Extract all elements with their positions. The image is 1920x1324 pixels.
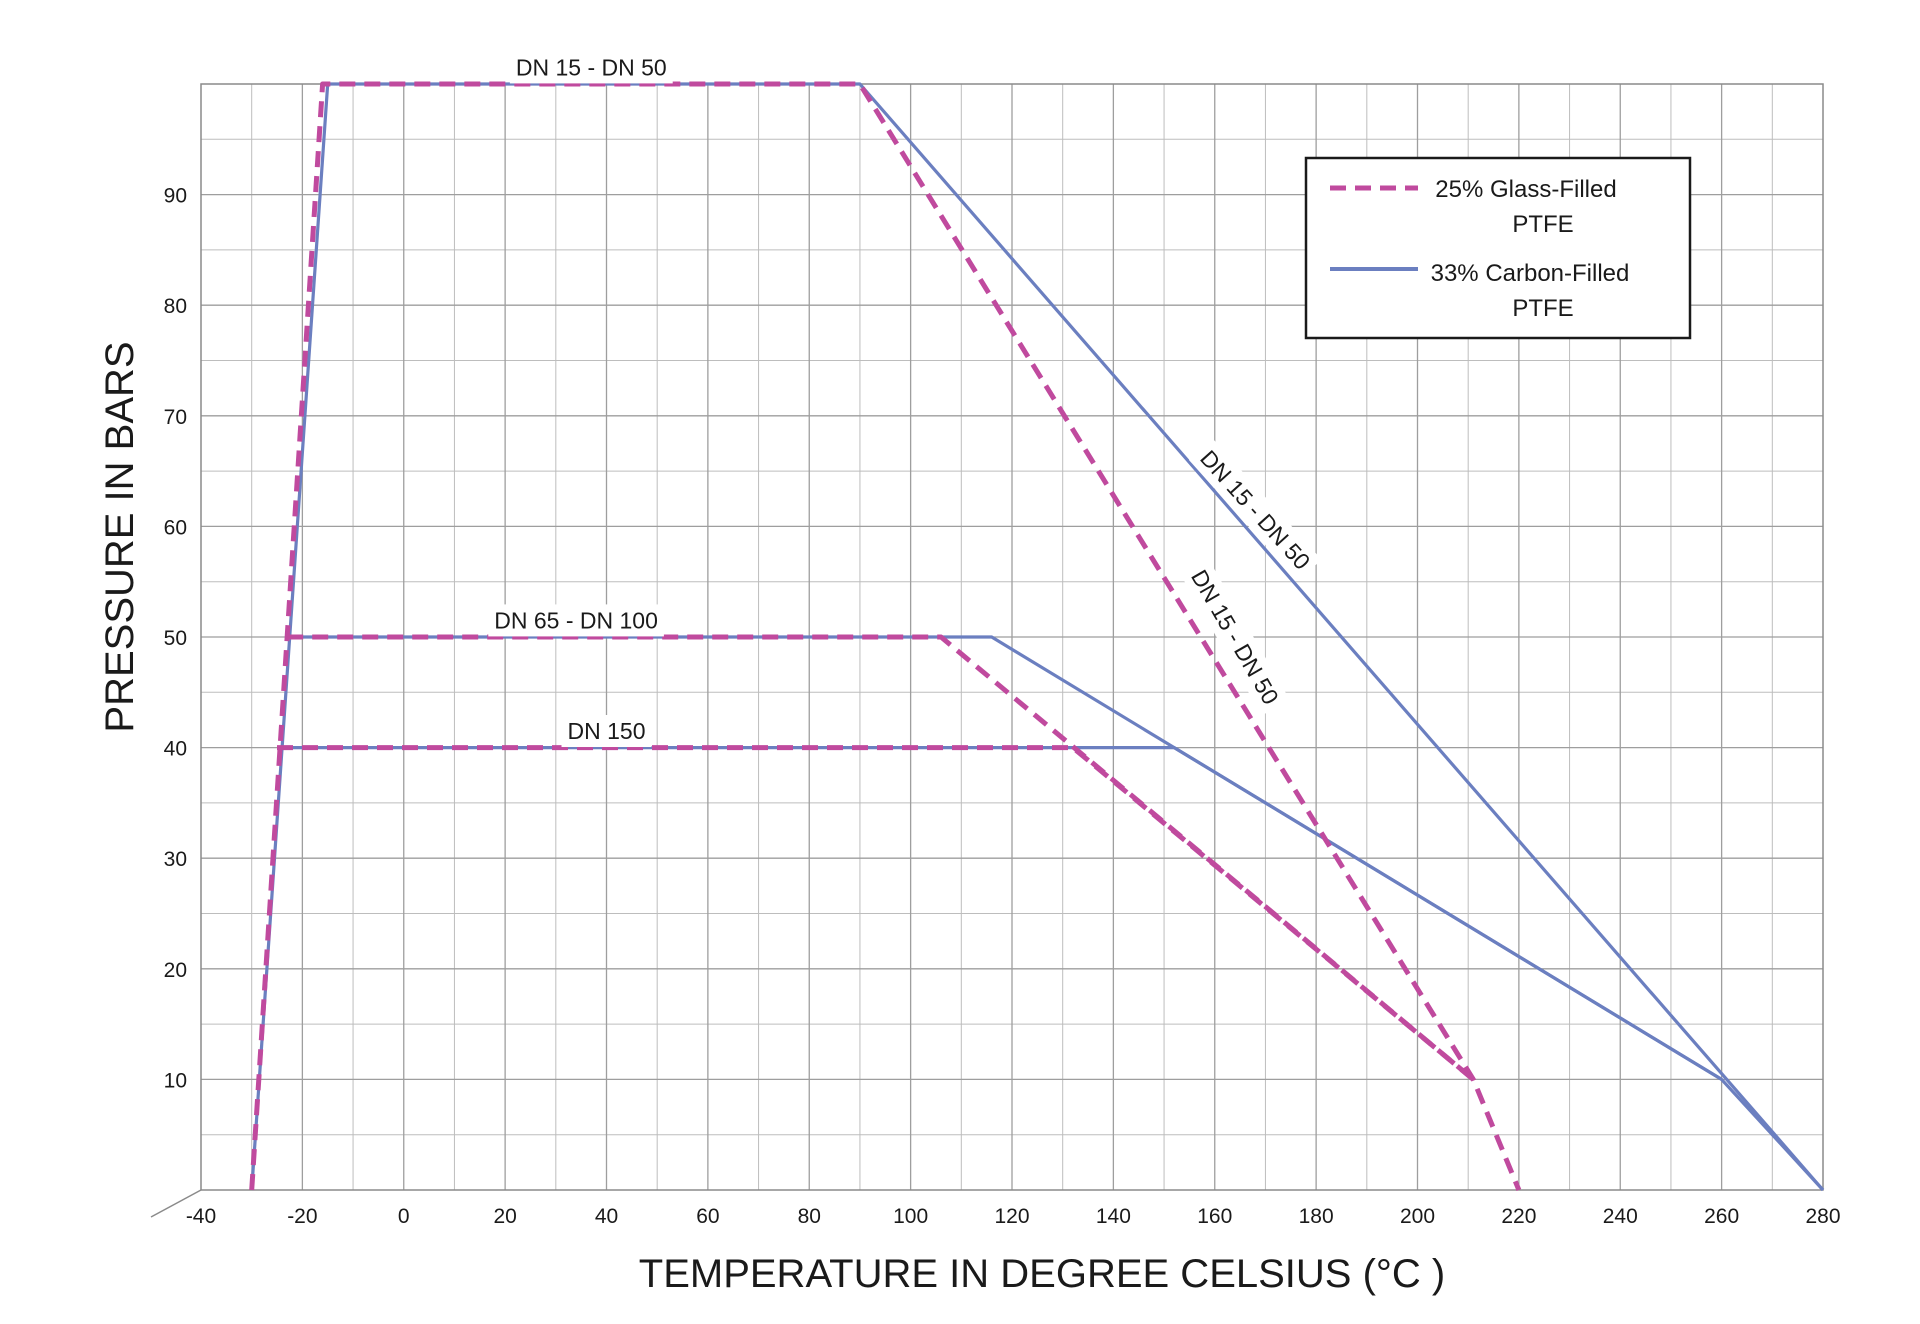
- x-tick-label: 160: [1197, 1205, 1232, 1228]
- y-axis-title: PRESSURE IN BARS: [98, 341, 142, 732]
- annotation-dn150: DN 150: [561, 715, 652, 748]
- x-tick-label: 260: [1704, 1205, 1739, 1228]
- series-line-glass: [277, 745, 1475, 1082]
- y-tick-label: 20: [164, 959, 187, 982]
- x-tick-label: 120: [994, 1205, 1029, 1228]
- annotation-text: DN 15 - DN 50: [516, 54, 667, 80]
- plot-frame: [200, 83, 1824, 1191]
- x-tick-label: 180: [1299, 1205, 1334, 1228]
- x-axis-tick-labels: -40 -20 0 20 40 60 80 100 120 140 160 180 200 220 240 2…: [186, 1205, 1841, 1228]
- annotation-background: [1180, 558, 1290, 716]
- y-tick-label: 60: [164, 516, 187, 539]
- legend-label-glass-line1: 25% Glass-Filled: [1435, 176, 1616, 203]
- x-tick-label: 240: [1603, 1205, 1638, 1228]
- annotation-background: [509, 51, 673, 84]
- annotation-text: DN 15 - DN 50: [1195, 445, 1315, 574]
- x-tick-label: 60: [696, 1205, 719, 1228]
- annotation-text: DN 65 - DN 100: [494, 607, 658, 633]
- y-axis-tick-labels: 10 20 30 40 50 60 70 80 90: [164, 185, 187, 1093]
- legend-label-carbon-line1: 33% Carbon-Filled: [1431, 260, 1630, 287]
- x-tick-label: 140: [1096, 1205, 1131, 1228]
- series-line-glass: [249, 81, 1522, 1191]
- annotation-background: [488, 604, 664, 637]
- x-axis-title: TEMPERATURE IN DEGREE CELSIUS (°C ): [639, 1252, 1445, 1296]
- y-tick-label: 30: [164, 848, 187, 871]
- series-line-carbon: [277, 745, 1723, 1081]
- x-tick-label: 0: [398, 1205, 410, 1228]
- x-tick-label: 100: [893, 1205, 928, 1228]
- annotation-dn65: DN 65 - DN 100: [488, 604, 664, 637]
- x-tick-label: 220: [1501, 1205, 1536, 1228]
- x-tick-label: 280: [1805, 1205, 1840, 1228]
- annotation-background: [561, 715, 652, 748]
- y-tick-label: 70: [164, 406, 187, 429]
- y-tick-label: 10: [164, 1069, 187, 1092]
- annotation-background: [1188, 438, 1322, 582]
- x-tick-label: -20: [287, 1205, 317, 1228]
- y-tick-label: 40: [164, 738, 187, 761]
- x-tick-label: 40: [595, 1205, 618, 1228]
- annotation-text: DN 150: [568, 718, 646, 744]
- y-tick-label: 90: [164, 185, 187, 208]
- x-tick-label: 80: [798, 1205, 821, 1228]
- x-tick-label: -40: [186, 1205, 216, 1228]
- axis-corner-tick: [150, 1189, 202, 1218]
- x-tick-label: 20: [493, 1205, 516, 1228]
- annotation-dn15-top: DN 15 - DN 50: [509, 51, 673, 84]
- legend-label-carbon-line2: PTFE: [1512, 295, 1573, 322]
- x-tick-label: 200: [1400, 1205, 1435, 1228]
- legend: 25% Glass-Filled PTFE 33% Carbon-Filled …: [1304, 156, 1692, 340]
- legend-label-glass-line2: PTFE: [1512, 211, 1573, 238]
- y-tick-label: 50: [164, 627, 187, 650]
- y-tick-label: 80: [164, 295, 187, 318]
- series-layer: [249, 81, 1825, 1192]
